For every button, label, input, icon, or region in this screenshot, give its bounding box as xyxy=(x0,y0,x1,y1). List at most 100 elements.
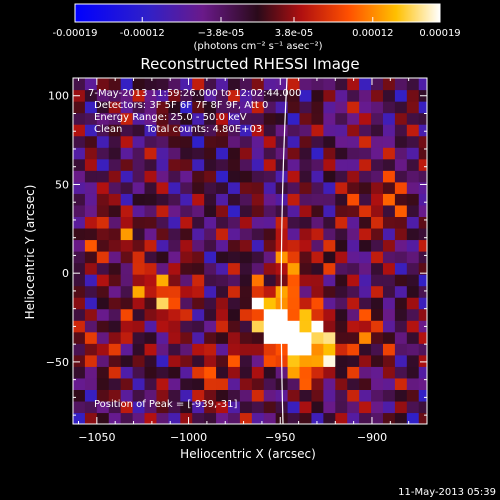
heatmap-cell xyxy=(335,89,348,102)
heatmap-cell xyxy=(406,204,420,217)
heatmap-cell xyxy=(251,227,265,241)
heatmap-cell xyxy=(144,135,158,148)
heatmap-cell xyxy=(263,204,277,217)
heatmap-cell xyxy=(144,112,158,125)
heatmap-cell xyxy=(311,239,324,252)
heatmap-cell xyxy=(132,135,146,148)
heatmap-cell xyxy=(192,412,205,424)
heatmap-cell xyxy=(251,181,265,194)
heatmap-cell xyxy=(371,193,384,206)
heatmap-cell xyxy=(251,308,265,321)
heatmap-cell xyxy=(73,412,86,424)
heatmap-cell xyxy=(394,147,408,160)
heatmap-cell xyxy=(168,331,181,344)
heatmap-cell xyxy=(382,285,396,298)
heatmap-cell xyxy=(251,400,265,414)
heatmap-cell xyxy=(418,216,427,229)
heatmap-cell xyxy=(120,389,134,402)
heatmap-cell xyxy=(359,377,372,390)
heatmap-cell xyxy=(120,147,134,160)
heatmap-cell xyxy=(311,400,324,414)
heatmap-cell xyxy=(406,400,420,414)
heatmap-cell xyxy=(132,320,146,333)
heatmap-cell xyxy=(84,343,98,356)
heatmap-cell xyxy=(180,343,193,356)
heatmap-cell xyxy=(347,239,360,252)
heatmap-cell xyxy=(204,193,217,206)
heatmap-cell xyxy=(251,412,265,424)
heatmap-cell xyxy=(156,204,169,217)
heatmap-cell xyxy=(287,274,301,287)
heatmap-cell xyxy=(192,216,205,229)
heatmap-cell xyxy=(394,204,408,217)
heatmap-cell xyxy=(323,227,336,241)
colorbar-ticks: -0.00019 -0.00012 −3.8e-05 3.8e-05 0.00012 0.… xyxy=(53,17,461,39)
heatmap-cell xyxy=(311,135,324,148)
heatmap-cell xyxy=(73,204,86,217)
heatmap-cell xyxy=(108,216,122,229)
heatmap-cell xyxy=(311,251,324,264)
heatmap-cell xyxy=(192,101,205,114)
heatmap-cell xyxy=(251,251,265,264)
heatmap-cell xyxy=(323,135,336,148)
heatmap-cell xyxy=(287,170,301,183)
heatmap-cell xyxy=(120,251,134,264)
heatmap-cell xyxy=(251,297,265,310)
heatmap-cell xyxy=(120,400,134,414)
heatmap-cell xyxy=(84,216,98,229)
heatmap-cell xyxy=(156,78,169,91)
heatmap-cell xyxy=(299,377,313,390)
heatmap-cell xyxy=(144,412,158,424)
heatmap-cell xyxy=(216,78,229,91)
heatmap-cell xyxy=(239,343,253,356)
footer-timestamp: 11-May-2013 05:39 xyxy=(398,487,496,498)
heatmap-cell xyxy=(144,366,158,379)
heatmap-cell xyxy=(168,89,181,102)
heatmap-cell xyxy=(180,251,193,264)
heatmap-cell xyxy=(239,274,253,287)
heatmap-cell xyxy=(251,285,265,298)
heatmap-cell xyxy=(216,135,229,148)
heatmap-cell xyxy=(311,112,324,125)
annotation-counts: Total counts: 4.80E+03 xyxy=(145,124,262,135)
heatmap-cell xyxy=(120,170,134,183)
heatmap-cell xyxy=(311,124,324,137)
heatmap-cell xyxy=(239,377,253,390)
annotation-peak: Position of Peak = [-939,-31] xyxy=(94,399,238,410)
heatmap-cell xyxy=(335,158,348,171)
heatmap-cell xyxy=(73,389,86,402)
heatmap-cell xyxy=(263,147,277,160)
heatmap-cell xyxy=(359,204,372,217)
heatmap-cell xyxy=(382,89,396,102)
heatmap-cell xyxy=(180,320,193,333)
heatmap-cell xyxy=(263,297,277,310)
heatmap-cell xyxy=(347,262,360,275)
heatmap-cell xyxy=(239,101,253,114)
heatmap-cell xyxy=(287,366,301,379)
heatmap-cell xyxy=(73,101,86,114)
heatmap-cell xyxy=(335,389,348,402)
heatmap-cell xyxy=(84,366,98,379)
heatmap-cell xyxy=(418,389,427,402)
heatmap-cell xyxy=(156,181,169,194)
heatmap-cell xyxy=(382,331,396,344)
heatmap-cell xyxy=(406,251,420,264)
heatmap-cell xyxy=(180,158,193,171)
heatmap-cell xyxy=(73,158,86,171)
heatmap-cell xyxy=(371,308,384,321)
heatmap-cell xyxy=(347,78,360,91)
heatmap-cell xyxy=(299,400,313,414)
heatmap-cell xyxy=(73,320,86,333)
heatmap-cell xyxy=(359,320,372,333)
heatmap-cell xyxy=(108,262,122,275)
heatmap-cell xyxy=(132,285,146,298)
heatmap-cell xyxy=(299,251,313,264)
heatmap-cell xyxy=(311,147,324,160)
heatmap-cell xyxy=(180,389,193,402)
heatmap-cell xyxy=(394,308,408,321)
heatmap-cell xyxy=(156,377,169,390)
heatmap-cell xyxy=(239,124,253,137)
heatmap-cell xyxy=(192,262,205,275)
heatmap-cell xyxy=(96,158,110,171)
x-tick-label: −1000 xyxy=(170,431,207,444)
